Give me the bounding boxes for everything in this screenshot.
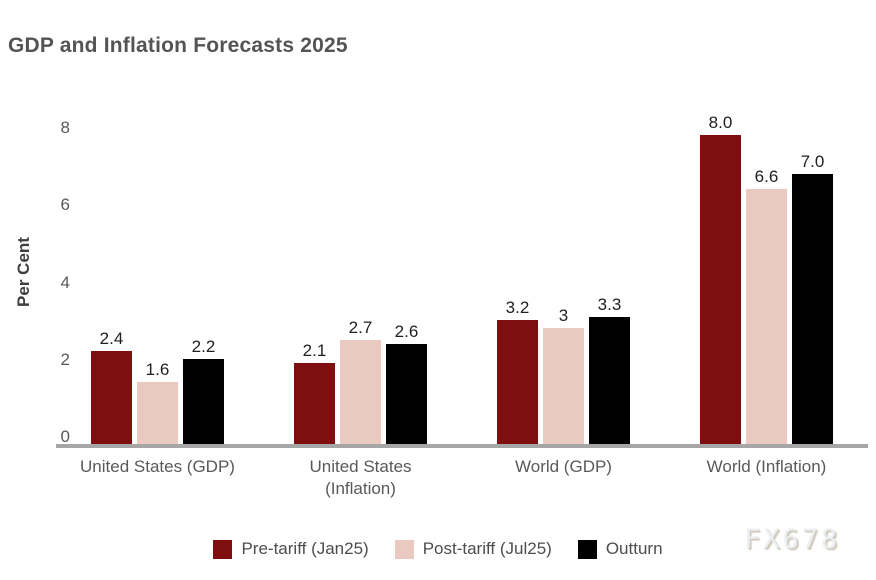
legend-item: Pre-tariff (Jan25) bbox=[213, 539, 369, 559]
bar-column: 2.2 bbox=[183, 337, 224, 444]
bar-value-label: 3.2 bbox=[505, 298, 530, 317]
legend: Pre-tariff (Jan25) Post-tariff (Jul25) Out… bbox=[0, 539, 876, 559]
legend-item-label: Pre-tariff (Jan25) bbox=[241, 539, 369, 558]
watermark: FX678 bbox=[744, 524, 841, 555]
bar bbox=[792, 174, 833, 444]
bar bbox=[746, 189, 787, 444]
bar bbox=[294, 363, 335, 444]
legend-item: Post-tariff (Jul25) bbox=[394, 539, 552, 559]
legend-swatch bbox=[394, 539, 414, 559]
bar-value-label: 2.6 bbox=[394, 322, 419, 341]
bar bbox=[183, 359, 224, 444]
x-category-label: United States (GDP) bbox=[80, 457, 235, 476]
bar-group-2: 2.1 2.7 2.6 bbox=[259, 318, 462, 444]
legend-item-label: Post-tariff (Jul25) bbox=[422, 539, 552, 558]
bar bbox=[137, 382, 178, 444]
bar-column: 2.7 bbox=[340, 318, 381, 444]
legend-item-label: Outturn bbox=[605, 539, 663, 558]
bar-group-3: 3.2 3 3.3 bbox=[462, 295, 665, 444]
x-category-label: World (Inflation) bbox=[706, 457, 827, 476]
bar-column: 3.2 bbox=[497, 298, 538, 444]
y-tick-label: 2 bbox=[60, 349, 70, 369]
y-tick-label: 4 bbox=[60, 272, 70, 292]
bar-column: 2.4 bbox=[91, 329, 132, 444]
y-tick-label: 6 bbox=[60, 195, 70, 215]
bar bbox=[589, 317, 630, 444]
x-axis-category-labels: United States (GDP) United States (Inflat… bbox=[56, 456, 868, 500]
bar-value-label: 3.3 bbox=[597, 295, 622, 314]
bar-value-label: 2.4 bbox=[99, 329, 124, 348]
bar-column: 1.6 bbox=[137, 360, 178, 444]
bar-value-label: 3 bbox=[558, 306, 569, 325]
y-axis-tick-labels: 0 2 4 6 8 bbox=[0, 100, 72, 446]
y-tick-label: 0 bbox=[60, 427, 70, 446]
bar-value-label: 7.0 bbox=[800, 152, 825, 171]
bar bbox=[497, 320, 538, 444]
plot-area: 2.4 1.6 2.2 2.1 2.7 2.6 3.2 3 3.3 8.0 6.6 7.0 bbox=[56, 100, 868, 448]
bar-value-label: 6.6 bbox=[754, 167, 779, 186]
bar-column: 2.1 bbox=[294, 341, 335, 444]
x-category-label: United States (Inflation) bbox=[309, 457, 412, 499]
legend-swatch bbox=[577, 539, 597, 559]
bar bbox=[91, 351, 132, 444]
bar-group-1: 2.4 1.6 2.2 bbox=[56, 329, 259, 444]
bar bbox=[386, 344, 427, 444]
bar-value-label: 2.1 bbox=[302, 341, 327, 360]
bar bbox=[340, 340, 381, 444]
legend-swatch bbox=[213, 539, 233, 559]
bar-value-label: 8.0 bbox=[708, 113, 733, 132]
bar-value-label: 1.6 bbox=[145, 360, 170, 379]
legend-item: Outturn bbox=[577, 539, 663, 559]
chart-title: GDP and Inflation Forecasts 2025 bbox=[8, 34, 348, 57]
bar-column: 3 bbox=[543, 306, 584, 444]
bar bbox=[700, 135, 741, 444]
bar-column: 7.0 bbox=[792, 152, 833, 444]
y-tick-label: 8 bbox=[60, 118, 70, 138]
bar-value-label: 2.2 bbox=[191, 337, 216, 356]
bar-group-4: 8.0 6.6 7.0 bbox=[665, 113, 868, 444]
bar-column: 6.6 bbox=[746, 167, 787, 444]
x-category-label: World (GDP) bbox=[515, 457, 612, 476]
bar-value-label: 2.7 bbox=[348, 318, 373, 337]
bar-column: 8.0 bbox=[700, 113, 741, 444]
bar bbox=[543, 328, 584, 444]
bar-column: 3.3 bbox=[589, 295, 630, 444]
bar-column: 2.6 bbox=[386, 322, 427, 444]
